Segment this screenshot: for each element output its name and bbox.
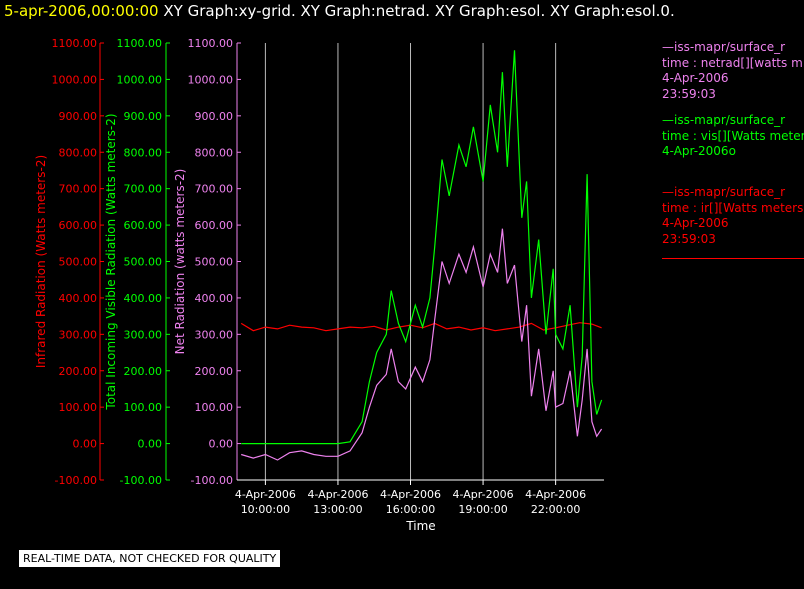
y-tick-label: 0.00 xyxy=(209,438,234,451)
title-date: 5-apr-2006,00:00:00 xyxy=(4,2,159,20)
legend-field: time : vis[][Watts meter xyxy=(662,128,804,143)
y-tick-label: 300.00 xyxy=(195,328,234,341)
y-tick-label: 100.00 xyxy=(195,401,234,414)
series-line-netrad xyxy=(241,228,603,461)
y-tick-label: -100.00 xyxy=(120,474,162,487)
chart-title: 5-apr-2006,00:00:00 XY Graph:xy-grid. XY… xyxy=(4,2,675,20)
legend-time: 23:59:03 xyxy=(662,86,716,101)
y-tick-label: 1100.00 xyxy=(188,37,234,50)
y-tick-label: 900.00 xyxy=(124,110,163,123)
x-tick-time: 10:00:00 xyxy=(241,503,290,516)
y-tick-label: 700.00 xyxy=(124,183,163,196)
y-tick-label: 100.00 xyxy=(59,401,98,414)
x-tick-time: 13:00:00 xyxy=(313,503,362,516)
x-tick-time: 22:00:00 xyxy=(531,503,580,516)
title-graphs: XY Graph:xy-grid. XY Graph:netrad. XY Gr… xyxy=(163,2,675,20)
legend-netrad: —iss-mapr/surface_r time : netrad[][watt… xyxy=(662,40,804,102)
x-tick-date: 4-Apr-2006 xyxy=(453,488,514,501)
y-tick-label: 400.00 xyxy=(124,292,163,305)
y-tick-label: 900.00 xyxy=(59,110,98,123)
x-tick-date: 4-Apr-2006 xyxy=(307,488,368,501)
x-tick-time: 19:00:00 xyxy=(458,503,507,516)
y-tick-label: 1000.00 xyxy=(188,73,234,86)
y-tick-label: 600.00 xyxy=(59,219,98,232)
y-tick-label: 500.00 xyxy=(195,256,234,269)
y-tick-label: 700.00 xyxy=(59,183,98,196)
y-tick-label: 400.00 xyxy=(195,292,234,305)
x-tick-date: 4-Apr-2006 xyxy=(235,488,296,501)
legend-date: 4-Apr-2006 xyxy=(662,216,729,230)
x-tick-time: 16:00:00 xyxy=(386,503,435,516)
legend-divider xyxy=(662,258,804,259)
y-tick-label: 0.00 xyxy=(138,438,163,451)
y-axis-title: Net Radiation (watts meters-2) xyxy=(173,169,187,355)
y-tick-label: 300.00 xyxy=(124,328,163,341)
y-axis-title: Infrared Radiation (Watts meters-2) xyxy=(34,155,48,368)
x-tick-date: 4-Apr-2006 xyxy=(525,488,586,501)
y-tick-label: 400.00 xyxy=(59,292,98,305)
y-tick-label: 800.00 xyxy=(59,146,98,159)
legend-source: —iss-mapr/surface_r xyxy=(662,40,786,54)
y-tick-label: 500.00 xyxy=(124,256,163,269)
y-tick-label: 1000.00 xyxy=(52,73,98,86)
x-axis-title: Time xyxy=(405,519,435,533)
legend-time: 23:59:03 xyxy=(662,231,716,246)
legend-field: time : netrad[][watts m xyxy=(662,55,803,70)
legend-field: time : ir[][Watts meters xyxy=(662,200,804,215)
legend-source: —iss-mapr/surface_r xyxy=(662,113,786,127)
y-tick-label: 200.00 xyxy=(195,365,234,378)
y-tick-label: 800.00 xyxy=(195,146,234,159)
y-tick-label: 300.00 xyxy=(59,328,98,341)
y-tick-label: 1000.00 xyxy=(117,73,163,86)
legend-date: 4-Apr-2006o xyxy=(662,144,736,158)
legend-vis: —iss-mapr/surface_r time : vis[][Watts m… xyxy=(662,113,804,160)
y-tick-label: 1100.00 xyxy=(117,37,163,50)
y-tick-label: 700.00 xyxy=(195,183,234,196)
y-tick-label: 200.00 xyxy=(124,365,163,378)
y-tick-label: 600.00 xyxy=(124,219,163,232)
y-tick-label: 600.00 xyxy=(195,219,234,232)
legend-source: —iss-mapr/surface_r xyxy=(662,185,786,199)
y-tick-label: 100.00 xyxy=(124,401,163,414)
y-axis-title: Total Incoming Visible Radiation (Watts … xyxy=(104,113,118,410)
x-tick-date: 4-Apr-2006 xyxy=(380,488,441,501)
y-tick-label: 1100.00 xyxy=(52,37,98,50)
y-tick-label: 900.00 xyxy=(195,110,234,123)
legend-date: 4-Apr-2006 xyxy=(662,71,729,85)
y-tick-label: 500.00 xyxy=(59,256,98,269)
y-tick-label: 0.00 xyxy=(73,438,98,451)
quality-note: REAL-TIME DATA, NOT CHECKED FOR QUALITY xyxy=(19,550,281,567)
y-tick-label: -100.00 xyxy=(55,474,97,487)
y-tick-label: 800.00 xyxy=(124,146,163,159)
legend-ir: —iss-mapr/surface_r time : ir[][Watts me… xyxy=(662,185,804,247)
y-tick-label: -100.00 xyxy=(191,474,233,487)
y-tick-label: 200.00 xyxy=(59,365,98,378)
series-line-vis xyxy=(241,50,603,445)
